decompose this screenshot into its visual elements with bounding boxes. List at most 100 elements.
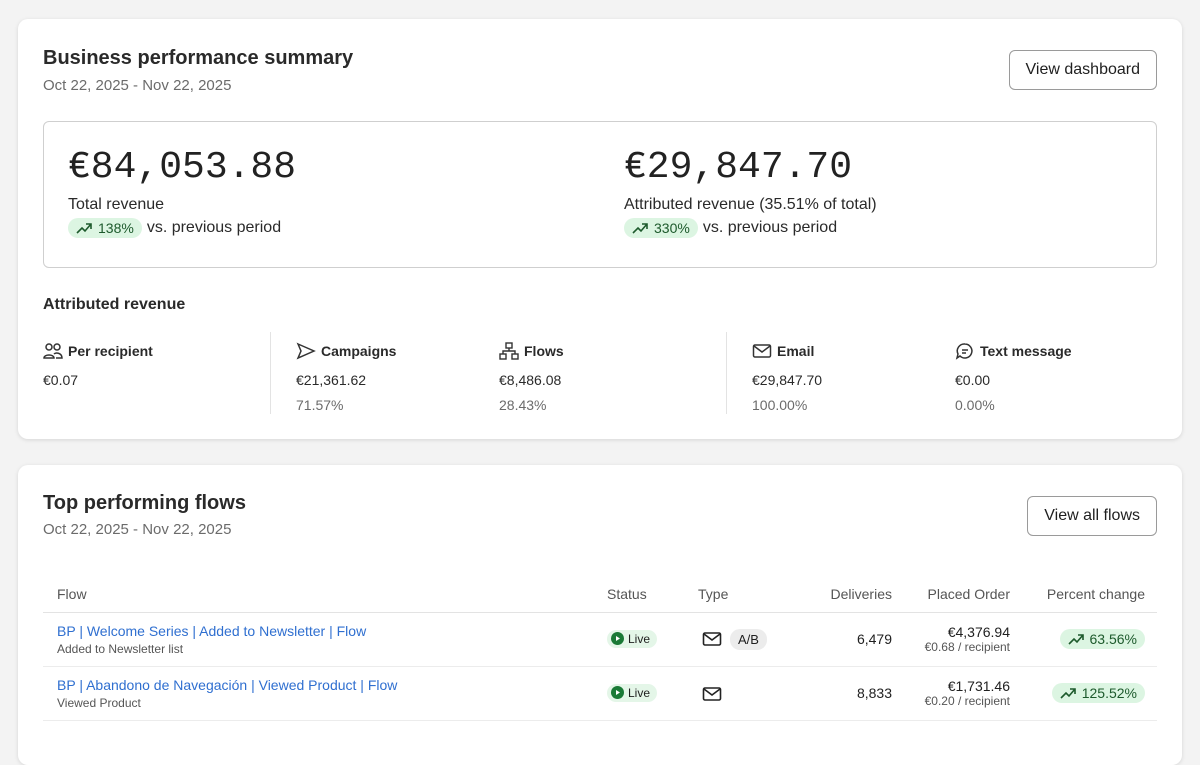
column-header[interactable]: Placed Order — [900, 576, 1018, 613]
metric: Per recipient €0.07 — [43, 342, 153, 388]
flow-cell: BP | Abandono de Navegación | Viewed Pro… — [43, 666, 595, 721]
per-recipient: €0.20 / recipient — [924, 694, 1010, 708]
metric-label: Text message — [980, 343, 1072, 359]
change-note: vs. previous period — [146, 219, 282, 236]
metric-value: €8,486.08 — [499, 372, 562, 388]
page: {"summary":{"title":"Business performanc… — [18, 19, 1182, 765]
placed-order: €1,731.46 — [947, 678, 1010, 694]
column-header[interactable]: Status — [595, 576, 686, 613]
status-cell: Live — [595, 612, 686, 667]
kpi-label: Total revenue — [68, 196, 165, 213]
kpi-label: Attributed revenue (35.51% of total) — [624, 196, 877, 213]
summary-card: Business performance summary Oct 22, 202… — [18, 19, 1182, 439]
flow-cell: BP | Welcome Series | Added to Newslette… — [43, 612, 595, 667]
email-icon — [752, 344, 772, 358]
change-pill: 125.52% — [1051, 683, 1145, 703]
change-pill: 138% — [68, 218, 142, 238]
flow-link[interactable]: BP | Welcome Series | Added to Newslette… — [57, 622, 367, 639]
kpi: €84,053.88 Total revenue 138% vs. previou… — [68, 146, 296, 238]
metric-share: 100.00% — [752, 397, 808, 413]
flow-link[interactable]: BP | Abandono de Navegación | Viewed Pro… — [57, 676, 398, 693]
change-pill: 63.56% — [1059, 629, 1145, 649]
metric-head: Campaigns — [296, 342, 396, 360]
ab-badge: A/B — [730, 628, 767, 650]
trend-icon — [1067, 634, 1084, 645]
kpi-box: €84,053.88 Total revenue 138% vs. previou… — [43, 121, 1157, 268]
flow-row[interactable]: BP | Welcome Series | Added to Newslette… — [43, 612, 1157, 667]
section-title: Attributed revenue — [43, 296, 186, 313]
flows-table: Flow Status Type Deliveries Placed Order… — [43, 576, 1157, 721]
date-range: Oct 22, 2025 - Nov 22, 2025 — [43, 521, 232, 538]
status-badge: Live — [607, 683, 658, 702]
status-cell: Live — [595, 666, 686, 721]
trend-icon — [632, 223, 648, 234]
metric-share: 28.43% — [499, 397, 547, 413]
divider — [270, 332, 271, 414]
metric: Text message €0.00 0.00% — [955, 342, 1072, 413]
header-row: Flow Status Type Deliveries Placed Order… — [43, 576, 1157, 613]
metric-value: €21,361.62 — [296, 372, 367, 388]
metric: Campaigns €21,361.62 71.57% — [296, 342, 396, 413]
date-range: Oct 22, 2025 - Nov 22, 2025 — [43, 77, 232, 94]
change-value: 330% — [654, 220, 690, 236]
divider — [726, 332, 727, 414]
live-icon — [611, 686, 624, 700]
change-note: vs. previous period — [702, 219, 838, 236]
metric-head: Email — [752, 342, 822, 360]
change-cell: 125.52% — [1018, 666, 1157, 721]
email-icon — [702, 632, 722, 646]
send-icon — [296, 342, 316, 360]
view-dashboard-button[interactable]: View dashboard — [1008, 50, 1157, 90]
metric-label: Email — [777, 343, 815, 359]
column-header[interactable]: Deliveries — [790, 576, 900, 613]
change-value: 138% — [98, 220, 134, 236]
flow-row[interactable]: BP | Abandono de Navegación | Viewed Pro… — [43, 666, 1157, 721]
column-header[interactable]: Flow — [43, 576, 595, 613]
column-header[interactable]: Percent change — [1018, 576, 1157, 613]
placed-order: €4,376.94 — [947, 624, 1010, 640]
per-recipient: €0.68 / recipient — [924, 640, 1010, 654]
table-body: BP | Welcome Series | Added to Newslette… — [43, 612, 1157, 721]
deliveries-cell: 8,833 — [790, 666, 900, 721]
metric-label: Flows — [524, 343, 564, 359]
trend-icon — [1060, 688, 1076, 699]
kpi-change-row: 330% vs. previous period — [624, 218, 877, 238]
metric-head: Flows — [499, 342, 564, 360]
kpi: €29,847.70 Attributed revenue (35.51% of… — [624, 146, 877, 238]
metric-share: 71.57% — [296, 397, 344, 413]
metric-value: €0.07 — [43, 372, 79, 388]
flow-trigger: Added to Newsletter list — [57, 641, 184, 656]
metric-value: €29,847.70 — [752, 372, 823, 388]
change-cell: 63.56% — [1018, 612, 1157, 667]
status-badge: Live — [607, 629, 658, 648]
metric-share: 0.00% — [955, 397, 995, 413]
card-title: Top performing flows — [43, 492, 246, 514]
metric-label: Per recipient — [68, 343, 153, 359]
placed-order-cell: €4,376.94 €0.68 / recipient — [900, 612, 1018, 667]
change-value: 125.52% — [1081, 685, 1137, 701]
flow-trigger: Viewed Product — [57, 695, 141, 710]
metric-label: Campaigns — [321, 343, 397, 359]
metric: Email €29,847.70 100.00% — [752, 342, 822, 413]
column-header[interactable]: Type — [686, 576, 790, 613]
people-icon — [43, 343, 63, 359]
metric: Flows €8,486.08 28.43% — [499, 342, 564, 413]
view-all-flows-button[interactable]: View all flows — [1027, 496, 1157, 536]
live-icon — [611, 632, 624, 646]
trend-icon — [76, 223, 92, 234]
change-pill: 330% — [624, 218, 698, 238]
kpi-value: €84,053.88 — [68, 146, 297, 189]
kpi-change-row: 138% vs. previous period — [68, 218, 296, 238]
flow-icon — [499, 342, 519, 360]
type-cell — [686, 666, 790, 721]
flows-card: Top performing flows Oct 22, 2025 - Nov … — [18, 465, 1182, 765]
type-cell: A/B — [686, 612, 790, 667]
status-text: Live — [628, 631, 651, 646]
card-title: Business performance summary — [43, 47, 354, 69]
deliveries-cell: 6,479 — [790, 612, 900, 667]
status-text: Live — [628, 685, 651, 700]
metric-head: Text message — [955, 342, 1072, 360]
change-value: 63.56% — [1089, 631, 1137, 647]
kpi-value: €29,847.70 — [624, 146, 853, 189]
email-icon — [702, 686, 722, 701]
